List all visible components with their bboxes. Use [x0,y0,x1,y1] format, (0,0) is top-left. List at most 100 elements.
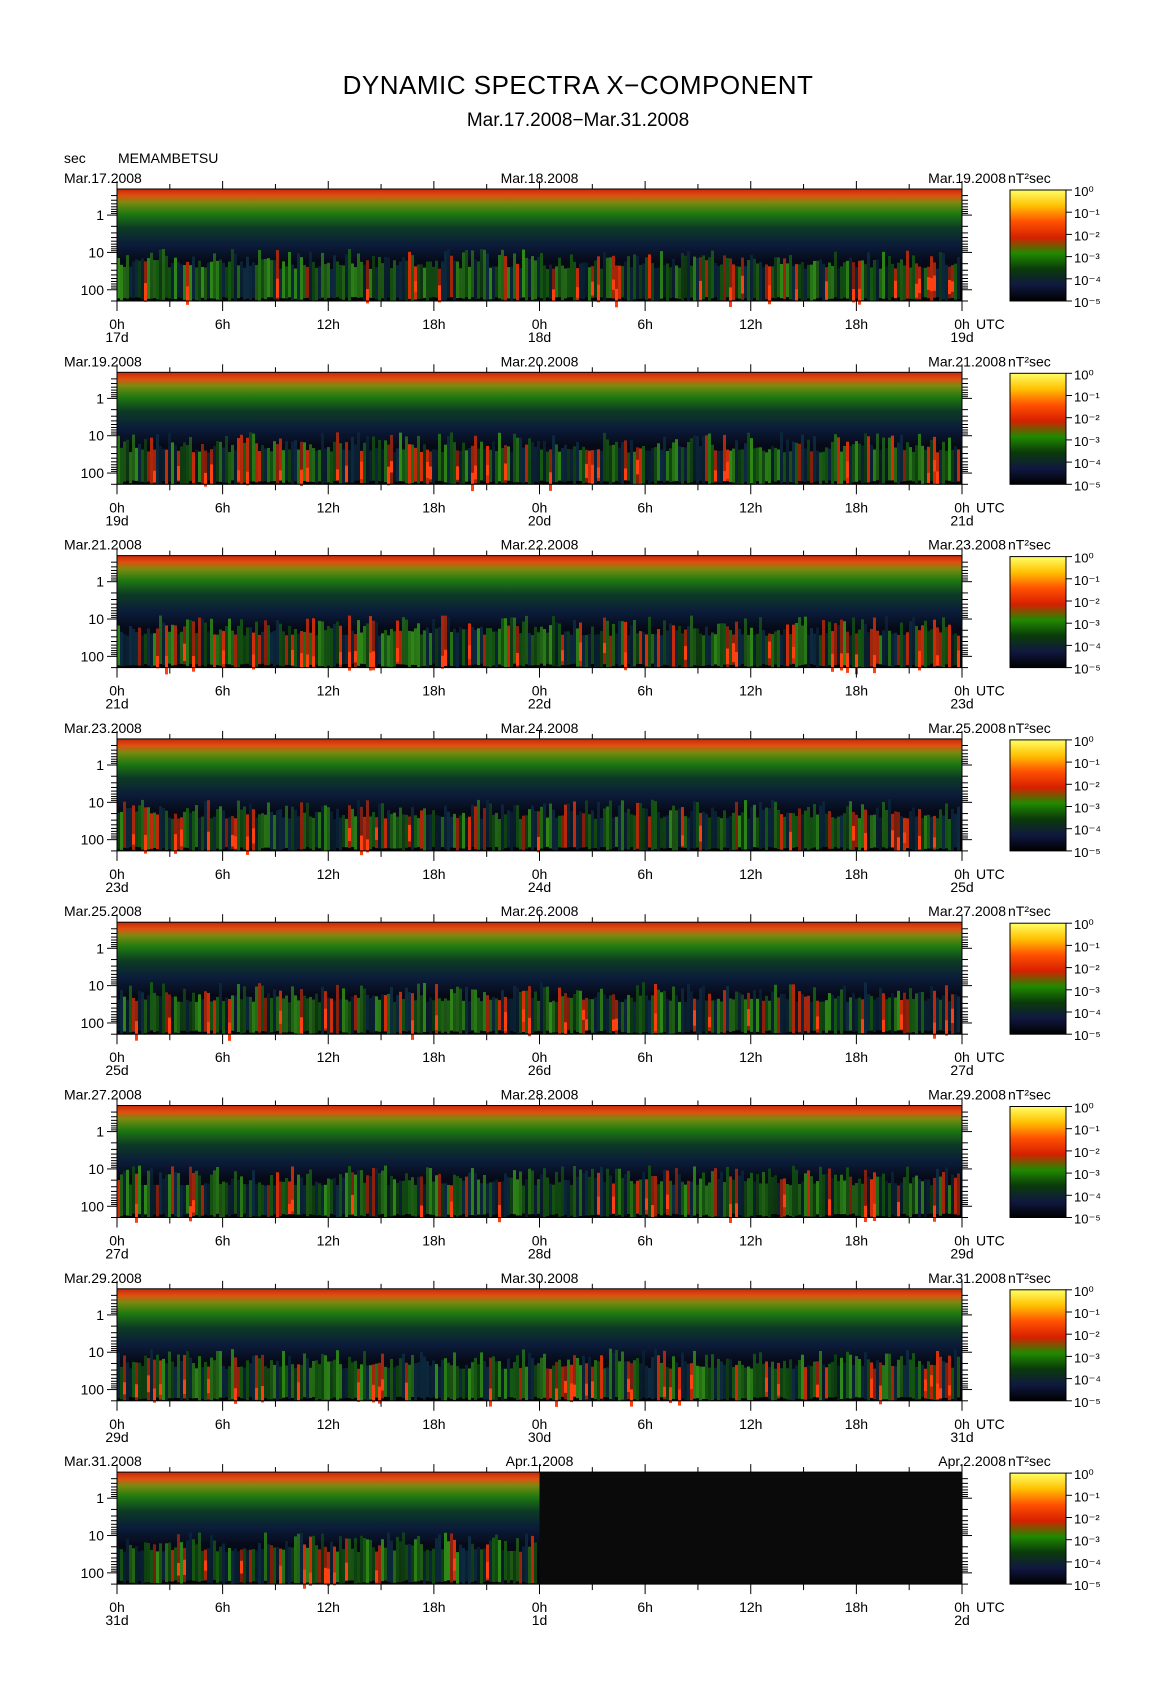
spectral-power-cell [645,634,648,667]
spectral-power-cell [360,806,363,848]
spectral-power-cell [333,623,336,667]
spectral-power-cell [606,1168,609,1217]
spectral-power-cell [597,449,600,482]
spectral-power-cell [447,617,450,665]
spectral-power-cell [927,631,930,666]
spectral-power-cell [792,813,795,848]
spectral-power-cell [651,799,654,851]
spectral-power-cell [204,450,207,482]
spectral-power-cell [762,1000,765,1033]
spectral-power-cell [591,1168,594,1215]
spectral-power-cell [204,267,207,300]
spectral-power-cell [249,627,252,666]
spectral-power-cell [855,267,858,299]
spectral-power-cell [456,261,459,299]
spectral-power-cell [129,1368,132,1398]
spectral-power-cell [633,451,636,485]
spectral-power-cell [897,812,900,848]
spectral-power-cell [225,818,228,848]
spectral-power-cell [906,442,909,481]
spectral-power-cell [738,449,741,484]
spectral-power-cell [258,250,261,301]
spectral-power-cell [231,249,234,299]
spectral-power-cell [711,632,714,667]
spectral-power-cell [375,1168,378,1218]
spectral-power-cell [273,989,276,1032]
spectral-power-cell [150,1349,153,1401]
spectral-power-cell [420,264,423,299]
spectral-power-cell [213,1540,216,1581]
spectral-power-cell [768,641,771,659]
spectral-power-cell [375,1570,378,1583]
spectral-power-cell [606,998,609,1033]
spectral-power-cell [162,1178,165,1215]
spectral-power-cell [240,261,243,298]
colorbar-tick-label: 10⁻³ [1074,617,1100,632]
spectral-power-cell [420,1205,423,1218]
spectral-power-cell [486,445,489,484]
spectral-power-cell [957,449,960,482]
spectral-power-cell [306,1173,309,1217]
spectral-power-cell [546,451,549,482]
spectral-power-cell [465,1550,468,1582]
spectral-power-cell [129,1544,132,1583]
colorbar-tick-label: 10⁻² [1074,1512,1100,1527]
y-tick-label: 100 [81,282,105,298]
spectral-power-cell [399,630,402,665]
spectral-power-cell [909,1359,912,1398]
spectral-power-cell [186,1540,189,1581]
spectral-power-cell [663,990,666,1033]
spectral-power-cell [948,1355,951,1401]
spectral-power-cell [801,434,804,482]
spectral-power-cell [558,1359,561,1400]
spectral-power-cell [783,994,786,1033]
spectral-power-cell [849,635,852,666]
spectral-power-cell [561,634,564,666]
spectral-power-cell [150,252,153,299]
spectral-power-cell [150,1550,153,1583]
spectral-power-cell [741,449,744,485]
spectral-power-cell [759,989,762,1033]
spectral-power-cell [462,629,465,666]
spectral-power-cell [657,1184,660,1215]
spectral-power-cell [171,442,174,485]
spectral-power-cell [423,444,426,483]
spectral-power-cell [366,260,369,300]
spectral-power-cell [762,450,765,484]
spectral-power-cell [522,249,525,298]
spectral-power-cell [468,1368,471,1400]
spectral-power-cell [192,452,195,484]
spectral-power-cell [294,995,297,1034]
spectral-power-cell [912,998,915,1033]
spectral-power-cell [177,466,180,481]
x-tick-label: 18h [845,1233,868,1249]
spectral-power-cell [567,997,570,1031]
spectral-power-cell [330,269,333,298]
spectral-power-cell [777,257,780,298]
spectral-power-cell [372,1364,375,1400]
spectral-power-cell [300,653,303,668]
panel-mid-date: Mar.30.2008 [501,1270,579,1286]
spectral-power-cell [918,630,921,664]
spectral-power-cell [558,1182,561,1217]
spectral-power-cell [408,1364,411,1401]
spectral-power-cell [411,444,414,484]
spectral-power-cell [456,1552,459,1584]
spectral-power-cell [588,267,591,301]
spectral-power-cell [309,996,312,1034]
x-tick-label: 18h [845,1049,868,1065]
spectral-power-cell [771,991,774,1033]
spectral-power-cell [669,810,672,848]
spectral-power-cell [936,1168,939,1215]
spectral-power-cell [237,1367,240,1397]
spectral-power-cell [282,1181,285,1215]
spectral-power-cell [378,999,381,1032]
spectral-power-cell [426,1167,429,1214]
spectral-power-cell [297,449,300,484]
colorbar-tick-label: 10⁻¹ [1074,939,1100,954]
spectral-power-cell [669,1368,672,1401]
spectral-power-cell [138,1165,141,1215]
spectral-power-cell [159,249,162,300]
spectral-power-cell [555,1362,558,1398]
spectral-power-cell [765,635,768,665]
